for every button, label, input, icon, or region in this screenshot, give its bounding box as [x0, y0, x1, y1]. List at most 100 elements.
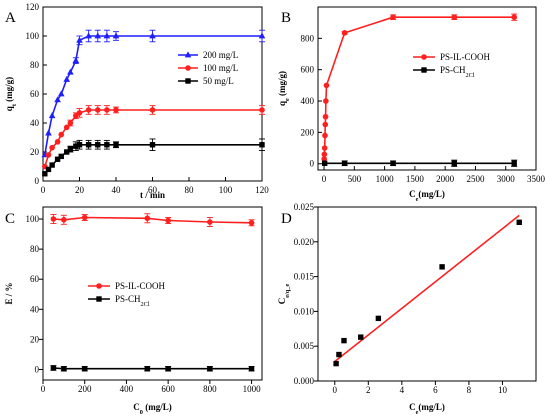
data-point — [103, 32, 111, 39]
y-tick-label: 0.025 — [294, 202, 315, 212]
data-point — [76, 142, 83, 148]
data-point — [341, 337, 347, 344]
series-0 — [50, 213, 255, 228]
data-point — [54, 96, 61, 103]
x-tick-label: 600 — [161, 384, 175, 394]
data-point — [112, 32, 120, 39]
legend-label: PS-IL-COOH — [115, 281, 166, 291]
y-tick-label: 200 — [301, 127, 315, 137]
y-tick-label: 0 — [310, 159, 315, 169]
panel-label: A — [5, 10, 16, 26]
x-tick-label: 200 — [78, 384, 92, 394]
x-tick-label: 3500 — [527, 174, 546, 184]
series-line — [323, 16, 515, 160]
series-0 — [333, 219, 522, 367]
data-point — [516, 219, 522, 226]
y-tick-label: 0.005 — [294, 341, 315, 351]
y-tick-label: 40 — [30, 118, 40, 128]
series-1 — [321, 159, 518, 167]
data-point — [390, 14, 396, 20]
y-axis-label: E / % — [4, 282, 14, 304]
x-tick-label: 0 — [333, 385, 338, 395]
data-point — [104, 142, 110, 148]
x-tick-label: 8 — [467, 385, 472, 395]
data-point — [144, 215, 151, 222]
data-point — [149, 142, 156, 148]
series-1 — [42, 105, 265, 170]
x-tick-label: 1000 — [243, 384, 262, 394]
x-tick-label: 40 — [112, 185, 122, 195]
data-point — [45, 166, 52, 173]
data-point — [63, 75, 71, 82]
data-point — [336, 351, 342, 358]
data-point — [165, 217, 171, 224]
legend-marker — [184, 51, 192, 58]
y-tick-label: 0.000 — [294, 376, 315, 386]
data-point — [259, 142, 265, 148]
data-point — [358, 334, 364, 340]
y-tick-label: 100 — [26, 31, 40, 41]
y-tick-label: 100 — [26, 214, 40, 224]
x-tick-label: 3000 — [497, 174, 516, 184]
x-tick-label: 1000 — [376, 174, 395, 184]
data-point — [61, 216, 67, 223]
data-point — [58, 153, 64, 160]
data-point — [95, 142, 101, 148]
data-point — [50, 216, 57, 222]
data-point — [149, 107, 156, 113]
data-point — [321, 160, 328, 166]
panel-a: 0 20 40 60 80 100 120 0 20 40 60 80 100 120 At / min qt… — [4, 2, 269, 200]
y-tick-label: 120 — [26, 2, 40, 12]
x-tick-label: 120 — [255, 185, 269, 195]
y-tick-label: 60 — [30, 274, 40, 284]
y-tick-label: 0.015 — [294, 272, 315, 282]
panel-c: 0 200 400 600 800 1000 0 20 40 60 80 100 C C0 (mg/L) E… — [4, 206, 263, 416]
legend-marker — [185, 78, 191, 84]
data-point — [82, 366, 88, 372]
data-point — [73, 143, 79, 149]
data-point — [42, 171, 48, 177]
data-point — [321, 151, 328, 158]
legend-label: 100 mg/L — [203, 63, 238, 73]
plot-frame — [317, 206, 537, 382]
legend-label: PS-IL-COOH — [440, 52, 491, 62]
legend-label: 50 mg/L — [203, 76, 234, 86]
data-point — [144, 366, 150, 372]
data-point — [64, 149, 70, 155]
data-point — [45, 129, 52, 136]
x-tick-label: 60 — [148, 185, 158, 195]
data-point — [113, 107, 119, 113]
data-point — [104, 107, 110, 113]
data-point — [165, 366, 171, 372]
x-tick-label: 1500 — [406, 174, 425, 184]
y-tick-label: 600 — [301, 65, 315, 75]
data-point — [85, 32, 92, 39]
y-tick-label: 800 — [301, 33, 315, 43]
y-tick-label: 80 — [30, 244, 40, 254]
legend-label: PS-CH2Cl — [440, 65, 475, 79]
data-point — [323, 82, 330, 89]
data-point — [149, 32, 156, 39]
data-point — [49, 162, 55, 168]
data-point — [85, 142, 92, 148]
x-tick-label: 6 — [433, 385, 438, 395]
y-tick-label: 0 — [35, 364, 40, 374]
data-point — [67, 68, 74, 75]
x-tick-label: 800 — [203, 384, 217, 394]
legend-marker — [96, 283, 102, 289]
data-point — [45, 152, 52, 158]
x-tick-label: 0 — [322, 174, 327, 184]
legend-label: 200 mg/L — [203, 50, 238, 60]
plot-frame — [317, 6, 537, 171]
x-tick-label: 4 — [400, 385, 405, 395]
data-point — [63, 124, 70, 131]
x-tick-label: 10 — [498, 385, 508, 395]
panel-b: 0 500 1000 1500 2000 2500 3000 3500 0 200 400 600 80… — [277, 6, 546, 203]
x-tick-label: 500 — [348, 174, 362, 184]
data-point — [439, 264, 445, 270]
series-0 — [321, 13, 518, 162]
x-tick-label: 20 — [75, 185, 85, 195]
data-point — [259, 107, 265, 113]
